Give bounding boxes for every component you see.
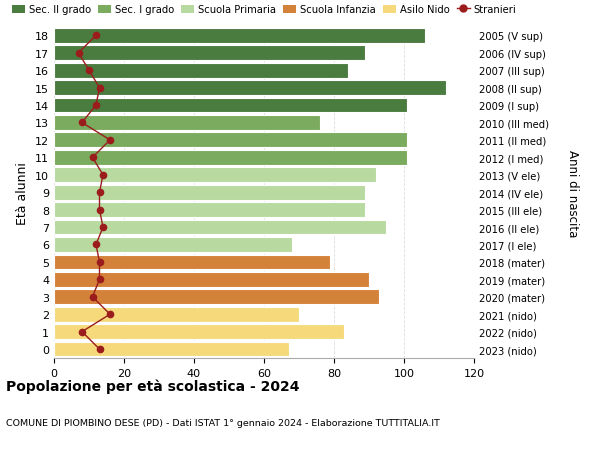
Bar <box>54 290 379 304</box>
Bar <box>54 168 376 183</box>
Y-axis label: Età alunni: Età alunni <box>16 162 29 224</box>
Bar <box>54 46 365 61</box>
Bar <box>54 238 292 252</box>
Bar <box>54 64 348 78</box>
Bar <box>54 203 365 218</box>
Bar <box>54 133 407 148</box>
Bar <box>54 325 344 339</box>
Text: COMUNE DI PIOMBINO DESE (PD) - Dati ISTAT 1° gennaio 2024 - Elaborazione TUTTITA: COMUNE DI PIOMBINO DESE (PD) - Dati ISTA… <box>6 418 440 427</box>
Y-axis label: Anni di nascita: Anni di nascita <box>566 149 578 236</box>
Bar <box>54 255 331 270</box>
Bar <box>54 151 407 165</box>
Bar <box>54 272 369 287</box>
Bar <box>54 81 446 96</box>
Bar <box>54 220 386 235</box>
Bar <box>54 342 289 357</box>
Legend: Sec. II grado, Sec. I grado, Scuola Primaria, Scuola Infanzia, Asilo Nido, Stran: Sec. II grado, Sec. I grado, Scuola Prim… <box>8 1 520 19</box>
Bar <box>54 307 299 322</box>
Bar <box>54 29 425 44</box>
Text: Popolazione per età scolastica - 2024: Popolazione per età scolastica - 2024 <box>6 379 299 393</box>
Bar <box>54 98 407 113</box>
Bar <box>54 116 320 131</box>
Bar <box>54 185 365 200</box>
